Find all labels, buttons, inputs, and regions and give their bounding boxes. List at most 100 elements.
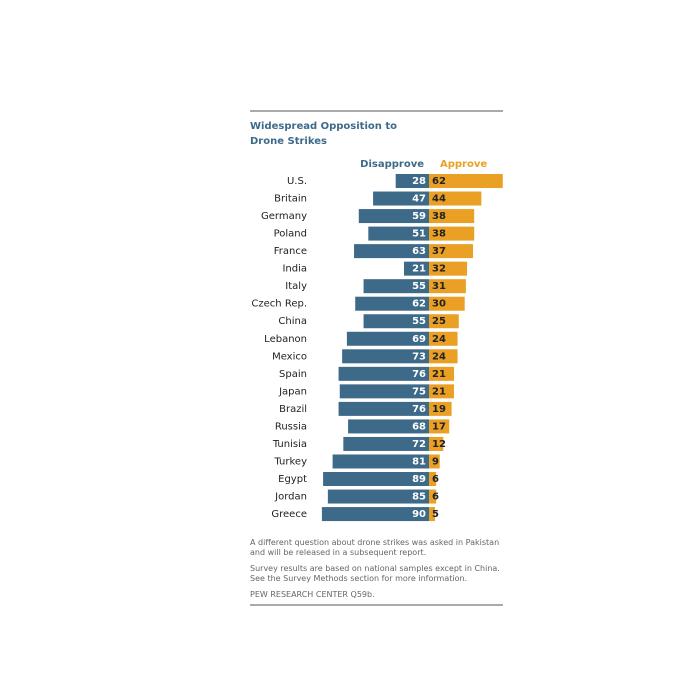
value-label: 44 bbox=[432, 194, 446, 205]
bar bbox=[429, 174, 503, 188]
bar bbox=[429, 507, 435, 522]
bar bbox=[429, 489, 437, 504]
bar bbox=[395, 174, 429, 188]
category-label: Mexico bbox=[272, 351, 307, 362]
bar bbox=[373, 191, 429, 206]
value-label: 47 bbox=[412, 194, 426, 205]
bar bbox=[429, 349, 458, 364]
value-label: 38 bbox=[432, 211, 446, 222]
bar bbox=[404, 261, 429, 276]
bar bbox=[429, 296, 465, 311]
value-label: 63 bbox=[412, 246, 426, 257]
legend-entry: Approve bbox=[440, 159, 487, 170]
value-label: 62 bbox=[432, 176, 446, 187]
bar bbox=[429, 401, 452, 416]
value-label: 75 bbox=[412, 386, 426, 397]
bar bbox=[355, 296, 429, 311]
bar bbox=[429, 314, 459, 329]
category-label: Germany bbox=[261, 211, 307, 222]
bar bbox=[429, 366, 454, 381]
bar bbox=[354, 244, 429, 259]
value-label: 89 bbox=[412, 474, 426, 485]
bar bbox=[338, 401, 429, 416]
value-label: 62 bbox=[412, 299, 426, 310]
category-label: Spain bbox=[279, 369, 307, 380]
bar bbox=[348, 419, 429, 434]
bar bbox=[429, 279, 466, 294]
bar bbox=[343, 436, 429, 451]
bar bbox=[358, 209, 429, 224]
category-label: France bbox=[274, 246, 307, 257]
source: PEW RESEARCH CENTER Q59b. bbox=[250, 590, 375, 599]
category-label: Lebanon bbox=[264, 334, 307, 345]
bar bbox=[327, 489, 429, 504]
value-label: 24 bbox=[432, 334, 446, 345]
bar bbox=[429, 209, 475, 224]
bar bbox=[429, 384, 454, 399]
value-label: 90 bbox=[412, 509, 426, 520]
category-label: Russia bbox=[275, 421, 307, 432]
chart-title: Widespread Opposition to Drone Strikes bbox=[250, 121, 397, 147]
legend-entry: Disapprove bbox=[360, 159, 424, 170]
value-label: 76 bbox=[412, 369, 426, 380]
value-label: 24 bbox=[432, 351, 446, 362]
value-label: 12 bbox=[432, 439, 446, 450]
value-label: 25 bbox=[432, 316, 446, 327]
value-label: 21 bbox=[412, 264, 426, 275]
category-label: Turkey bbox=[273, 456, 307, 467]
value-label: 68 bbox=[412, 421, 426, 432]
category-label: Japan bbox=[278, 386, 307, 397]
category-label: Greece bbox=[271, 509, 307, 520]
bar bbox=[332, 454, 429, 469]
bar bbox=[342, 349, 429, 364]
value-label: 21 bbox=[432, 369, 446, 380]
bar bbox=[429, 331, 458, 346]
value-label: 19 bbox=[432, 404, 446, 415]
value-label: 6 bbox=[432, 492, 439, 503]
bar bbox=[429, 226, 475, 241]
value-label: 21 bbox=[432, 386, 446, 397]
value-label: 37 bbox=[432, 246, 446, 257]
value-label: 31 bbox=[432, 281, 446, 292]
value-label: 28 bbox=[412, 176, 426, 187]
category-label: Poland bbox=[274, 229, 307, 240]
value-label: 17 bbox=[432, 421, 446, 432]
value-label: 30 bbox=[432, 299, 446, 310]
category-label: Brazil bbox=[279, 404, 307, 415]
bar bbox=[321, 507, 429, 522]
bar bbox=[429, 244, 474, 259]
bar bbox=[338, 366, 429, 381]
category-label: Tunisia bbox=[272, 439, 307, 450]
bar bbox=[323, 472, 429, 487]
value-label: 72 bbox=[412, 439, 426, 450]
value-label: 85 bbox=[412, 492, 426, 503]
note: A different question about drone strikes… bbox=[250, 538, 500, 557]
category-label: Italy bbox=[285, 281, 307, 292]
bar bbox=[368, 226, 429, 241]
bar bbox=[363, 279, 429, 294]
value-label: 69 bbox=[412, 334, 426, 345]
category-label: Czech Rep. bbox=[251, 299, 307, 310]
category-label: Jordan bbox=[274, 492, 307, 503]
bar bbox=[429, 436, 444, 451]
value-label: 51 bbox=[412, 229, 426, 240]
value-label: 38 bbox=[432, 229, 446, 240]
value-label: 55 bbox=[412, 316, 426, 327]
bar bbox=[429, 472, 437, 487]
bar bbox=[363, 314, 429, 329]
category-label: U.S. bbox=[287, 176, 307, 187]
value-label: 32 bbox=[432, 264, 446, 275]
bar bbox=[339, 384, 429, 399]
category-label: China bbox=[278, 316, 307, 327]
value-label: 5 bbox=[432, 509, 439, 520]
bar bbox=[346, 331, 429, 346]
value-label: 76 bbox=[412, 404, 426, 415]
bar bbox=[429, 454, 440, 469]
value-label: 81 bbox=[412, 456, 426, 467]
bar bbox=[429, 261, 468, 276]
value-label: 55 bbox=[412, 281, 426, 292]
value-label: 73 bbox=[412, 351, 426, 362]
value-label: 9 bbox=[432, 456, 439, 467]
